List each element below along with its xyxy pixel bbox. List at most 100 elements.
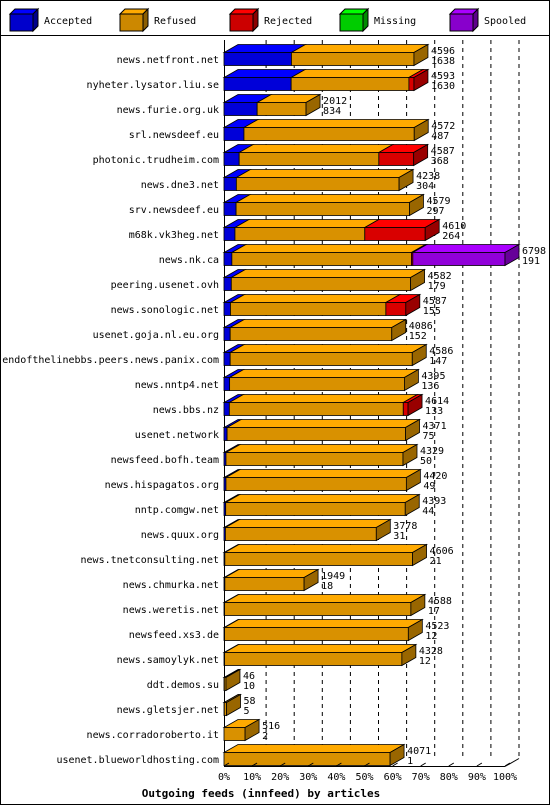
- bar-segment: [223, 402, 230, 416]
- bar-row: [222, 93, 322, 117]
- legend-swatch-side: [252, 7, 259, 33]
- bar-segment-side: [401, 643, 417, 667]
- category-label: news.gletsjer.net: [117, 705, 219, 716]
- bar-row: [222, 293, 422, 317]
- x-tick-labels: 0% 10% 20% 30% 40% 50% 60% 70% 80% 90% 100%: [218, 762, 517, 783]
- bar-segment-side: [412, 543, 427, 567]
- bar-segment-top: [223, 594, 427, 603]
- bar-segment-top: [233, 219, 381, 228]
- category-label: nntp.comgw.net: [135, 505, 219, 516]
- offered-label: 4071: [407, 746, 431, 757]
- bar-segment: [408, 77, 415, 91]
- bar-segment-top: [237, 144, 395, 153]
- bar-row: [222, 393, 424, 417]
- bar-segment: [225, 502, 406, 516]
- category-label: news.nntp4.net: [135, 380, 219, 391]
- offered-label: 6798: [522, 246, 546, 257]
- bar-row: [222, 468, 422, 492]
- bar-segment-side: [407, 618, 423, 642]
- legend-label: Rejected: [264, 16, 312, 27]
- bar-segment: [402, 402, 409, 416]
- accepted-label: 12: [425, 631, 437, 642]
- x-tick-label: 100%: [493, 772, 517, 783]
- accepted-label: 133: [425, 406, 443, 417]
- category-label: news.bbs.nz: [153, 405, 219, 416]
- category-label: news.samoylyk.net: [117, 655, 219, 666]
- legend-label: Accepted: [44, 16, 92, 27]
- accepted-label: 31: [393, 531, 405, 542]
- bar-segment-top: [224, 469, 422, 478]
- bar-segment-side: [226, 693, 241, 717]
- bar-segment: [223, 727, 246, 741]
- accepted-label: 136: [421, 381, 439, 392]
- x-tick: [336, 762, 342, 767]
- bar-segment-side: [405, 293, 421, 317]
- bar-segment: [223, 377, 231, 391]
- bar-segment-side: [244, 718, 260, 742]
- offered-label: 4393: [422, 496, 446, 507]
- bar-segment-top: [234, 169, 415, 178]
- bar-segment: [364, 227, 426, 241]
- bar-segment-side: [391, 318, 407, 342]
- accepted-label: 75: [423, 431, 435, 442]
- bar-segment-top: [224, 494, 421, 503]
- category-label: news.furie.org.uk: [117, 105, 219, 116]
- offered-label: 4610: [442, 221, 466, 232]
- legend-swatch: [119, 13, 144, 32]
- bar-segment-side: [411, 343, 427, 367]
- bar-row: [222, 193, 425, 217]
- bar-segment: [223, 227, 236, 241]
- accepted-label: 1: [407, 756, 413, 767]
- category-label: newsfeed.xs3.de: [129, 630, 219, 641]
- bar-segment: [223, 177, 237, 191]
- x-tick-label: 60%: [384, 772, 402, 783]
- offered-label: 46: [243, 671, 255, 682]
- x-tick: [476, 762, 483, 767]
- category-label: news.quux.org: [141, 530, 219, 541]
- bar-segment: [223, 277, 232, 291]
- accepted-label: 155: [423, 306, 441, 317]
- bar-segment: [226, 427, 406, 441]
- bar-row: [222, 593, 427, 617]
- legend-label: Missing: [374, 16, 416, 27]
- x-tick: [308, 762, 314, 767]
- chart-title: Outgoing feeds (innfeed) by articles: [142, 787, 380, 800]
- x-tick: [420, 762, 426, 767]
- category-label: srv.newsdeef.eu: [129, 205, 219, 216]
- x-tick-label: 0%: [218, 772, 230, 783]
- category-label: usenet.network: [135, 430, 219, 441]
- offered-label: 4328: [419, 646, 443, 657]
- accepted-label: 10: [243, 681, 255, 692]
- accepted-label: 487: [431, 131, 449, 142]
- legend-swatch: [339, 13, 364, 32]
- bar-row: [222, 568, 320, 592]
- category-label: news.chmurka.net: [123, 580, 219, 591]
- legend-swatch: [229, 13, 254, 32]
- bar-row: [222, 418, 422, 442]
- bar-row: [222, 618, 424, 642]
- bar-segment: [235, 177, 400, 191]
- bar-segment: [234, 227, 366, 241]
- legend-swatch-side: [32, 7, 39, 33]
- accepted-label: 12: [419, 656, 431, 667]
- legend-swatch: [9, 13, 34, 32]
- offered-label: 4371: [423, 421, 447, 432]
- bar-segment: [225, 527, 377, 541]
- accepted-label: 147: [429, 356, 447, 367]
- x-tick-label: 70%: [412, 772, 430, 783]
- offered-label: 4572: [431, 121, 455, 132]
- category-label: news.hispagatos.org: [105, 480, 219, 491]
- bar-row: [222, 743, 406, 767]
- bar-row: [222, 68, 430, 92]
- bar-segment-top: [234, 194, 425, 203]
- category-label: endofthelinebbs.peers.news.panix.com: [2, 355, 219, 366]
- bar-segment-top: [223, 544, 429, 553]
- bar-segment-top: [228, 294, 402, 303]
- offered-label: 4420: [423, 471, 447, 482]
- bar-segment: [235, 202, 410, 216]
- bar-segment-top: [228, 369, 420, 378]
- bar-segment-side: [303, 568, 319, 592]
- offered-label: 4395: [421, 371, 445, 382]
- offered-label: 4582: [428, 271, 452, 282]
- accepted-label: 1638: [431, 56, 455, 67]
